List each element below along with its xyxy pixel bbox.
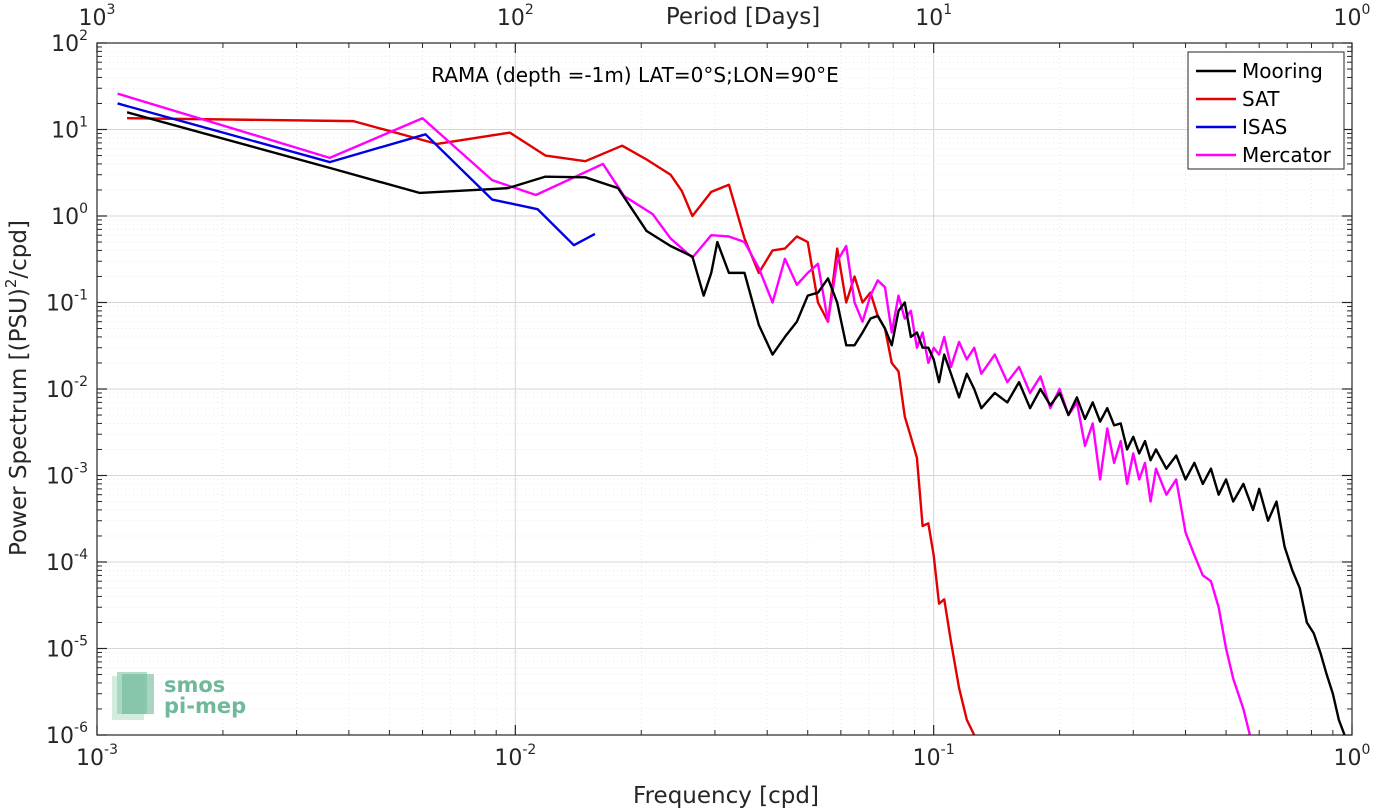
logo-text-pimep: pi-mep bbox=[164, 694, 246, 718]
legend-label-mercator: Mercator bbox=[1242, 143, 1332, 167]
logo-layer bbox=[122, 674, 154, 714]
y-tick-label: 102 bbox=[51, 28, 88, 57]
top-tick-label: 102 bbox=[497, 2, 534, 31]
top-axis-title: Period [Days] bbox=[666, 4, 820, 30]
legend-label-sat: SAT bbox=[1242, 87, 1280, 111]
legend: Mooring SAT ISAS Mercator bbox=[1187, 51, 1345, 170]
top-tick-label: 103 bbox=[79, 2, 116, 31]
smos-pi-mep-logo: smos pi-mep bbox=[112, 672, 246, 720]
series-line-mooring bbox=[126, 111, 1346, 736]
series-lines bbox=[117, 92, 1346, 736]
x-tick-label: 10-3 bbox=[76, 742, 118, 771]
series-line-mercator bbox=[117, 92, 1252, 736]
logo-text-smos: smos bbox=[164, 673, 225, 697]
y-tick-label: 10-3 bbox=[46, 461, 88, 490]
x-axis-title: Frequency [cpd] bbox=[633, 783, 819, 809]
y-tick-label: 10-4 bbox=[46, 547, 88, 576]
y-tick-label: 101 bbox=[51, 115, 88, 144]
x-tick-label: 10-1 bbox=[913, 742, 955, 771]
x-tick-label: 100 bbox=[1334, 742, 1371, 771]
y-tick-label: 10-2 bbox=[46, 374, 88, 403]
series-line-isas bbox=[117, 102, 596, 247]
minor-grid bbox=[97, 43, 1352, 735]
y-tick-label: 10-1 bbox=[46, 288, 88, 317]
top-tick-label: 101 bbox=[915, 2, 952, 31]
y-tick-label: 100 bbox=[51, 201, 88, 230]
y-tick-label: 10-5 bbox=[46, 634, 88, 663]
legend-label-isas: ISAS bbox=[1242, 115, 1287, 139]
axis-ticks bbox=[96, 42, 1353, 736]
y-axis-title: Power Spectrum [(PSU)2/cpd] bbox=[2, 220, 32, 556]
chart-title: RAMA (depth =-1m) LAT=0°S;LON=90°E bbox=[431, 63, 839, 87]
top-tick-label: 100 bbox=[1334, 2, 1371, 31]
legend-label-mooring: Mooring bbox=[1242, 59, 1323, 83]
x-tick-label: 10-2 bbox=[494, 742, 536, 771]
y-tick-label: 10-6 bbox=[46, 720, 88, 749]
